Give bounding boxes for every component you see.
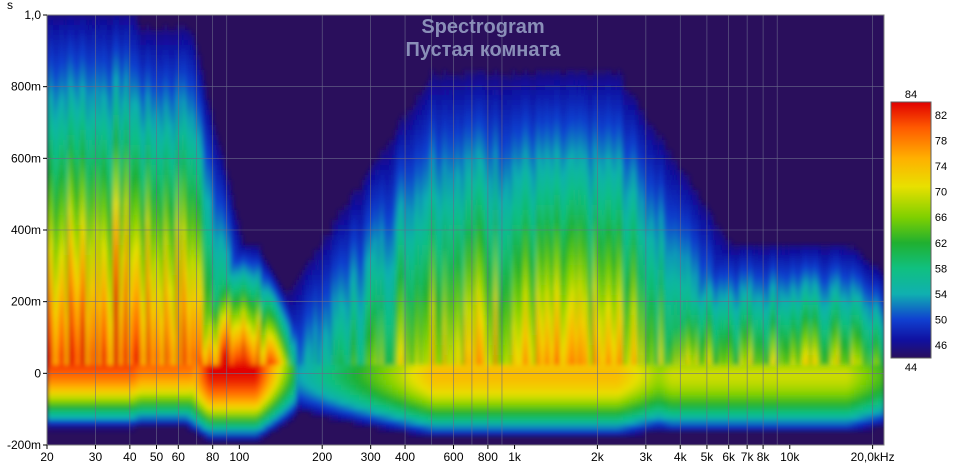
x-tick-label: 2k [591, 450, 605, 464]
colorbar-gradient [890, 101, 932, 359]
colorbar-label: 50 [935, 315, 947, 327]
x-tick-label: 200 [312, 450, 332, 464]
colorbar-label: 74 [935, 161, 947, 173]
y-axis-label: s [7, 0, 13, 12]
x-axis: 20 30 40 50 60 80 100 200 300 400 600 800 1k 2k 3k 4k 5k… [40, 445, 895, 464]
y-tick-label: 400m [11, 223, 41, 237]
x-tick-label: 10k [780, 450, 800, 464]
x-tick-label: 80 [206, 450, 220, 464]
x-tick-label: 800 [478, 450, 498, 464]
y-tick-label: 600m [11, 151, 41, 165]
x-tick-label: 7k [741, 450, 755, 464]
x-tick-label: 60 [172, 450, 186, 464]
y-axis: 1,0 800m 600m 400m 200m 0 -200m [7, 8, 47, 452]
chart-subtitle: Пустая комната [406, 39, 562, 61]
x-tick-label: 100 [229, 450, 249, 464]
colorbar-label: 58 [935, 263, 947, 275]
chart-title: Spectrogram [421, 16, 544, 38]
y-tick-label: -200m [7, 438, 41, 452]
y-tick-label: 0 [34, 366, 41, 380]
colorbar-label: 66 [935, 212, 947, 224]
x-tick-label: 8k [757, 450, 771, 464]
x-tick-label: 600 [443, 450, 463, 464]
y-tick-label: 800m [11, 80, 41, 94]
y-tick-label: 200m [11, 295, 41, 309]
x-tick-label: 40 [123, 450, 137, 464]
x-tick-label: 50 [150, 450, 164, 464]
x-tick-label: 3k [640, 450, 654, 464]
colorbar-label: 78 [935, 135, 947, 147]
heatmap-layer [47, 15, 884, 441]
x-tick-label: 6k [722, 450, 736, 464]
colorbar-label: 84 [905, 89, 917, 101]
colorbar-label: 46 [935, 340, 947, 352]
grid-lines [47, 14, 884, 446]
colorbar-label: 62 [935, 238, 947, 250]
y-tick-label: 1,0 [24, 8, 41, 22]
colorbar-label: 82 [935, 110, 947, 122]
x-tick-label: 30 [89, 450, 103, 464]
x-tick-label: 300 [361, 450, 381, 464]
x-tick-label: 400 [395, 450, 415, 464]
x-tick-label: 5k [701, 450, 715, 464]
x-tick-label: 20,0kHz [851, 450, 895, 464]
x-tick-label: 1k [508, 450, 522, 464]
colorbar-label: 44 [905, 362, 917, 374]
colorbar-label: 54 [935, 289, 947, 301]
colorbar-label: 70 [935, 187, 947, 199]
x-tick-label: 4k [674, 450, 688, 464]
x-tick-label: 20 [40, 450, 54, 464]
colorbar-legend: 84 82 78 74 70 66 62 58 54 50 46 44 [890, 89, 947, 374]
